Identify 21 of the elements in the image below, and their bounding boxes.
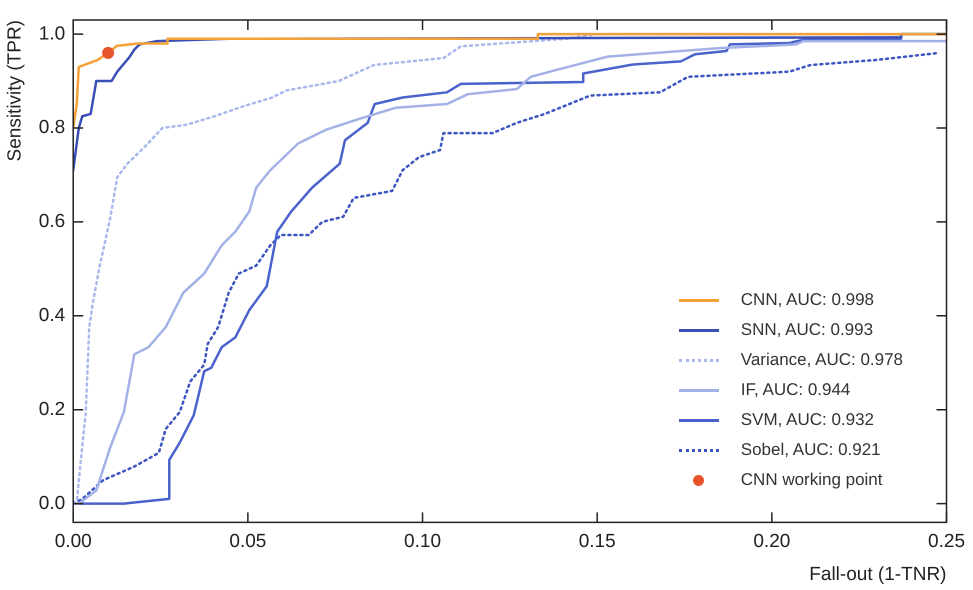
x-axis-title: Fall-out (1-TNR): [809, 564, 947, 585]
y-tick-label: 0.2: [38, 398, 66, 420]
y-tick-label: 1.0: [38, 23, 66, 44]
y-tick-label: 0.4: [38, 305, 66, 326]
legend-label: SVM, AUC: 0.932: [740, 409, 874, 431]
y-tick-label: 0.6: [38, 211, 66, 232]
legend-label: CNN working point: [740, 469, 882, 491]
legend-label: IF, AUC: 0.944: [740, 379, 850, 401]
x-tick-label: 0.10: [404, 531, 442, 552]
x-tick-label: 0.15: [578, 531, 616, 552]
legend-label: Sobel, AUC: 0.921: [740, 439, 881, 461]
x-tick-label: 0.05: [229, 531, 266, 552]
y-axis-title: Sensitivity (TPR): [4, 20, 26, 162]
y-tick-label: 0.8: [38, 117, 66, 138]
y-tick-label: 0.0: [38, 492, 66, 514]
x-tick-label: 0.20: [753, 531, 790, 552]
x-tick-label: 0.00: [54, 531, 92, 552]
legend-label: CNN, AUC: 0.998: [740, 289, 874, 311]
legend-label: Variance, AUC: 0.978: [740, 349, 903, 371]
x-tick-label: 0.25: [928, 531, 965, 552]
legend-label: SNN, AUC: 0.993: [740, 319, 874, 341]
